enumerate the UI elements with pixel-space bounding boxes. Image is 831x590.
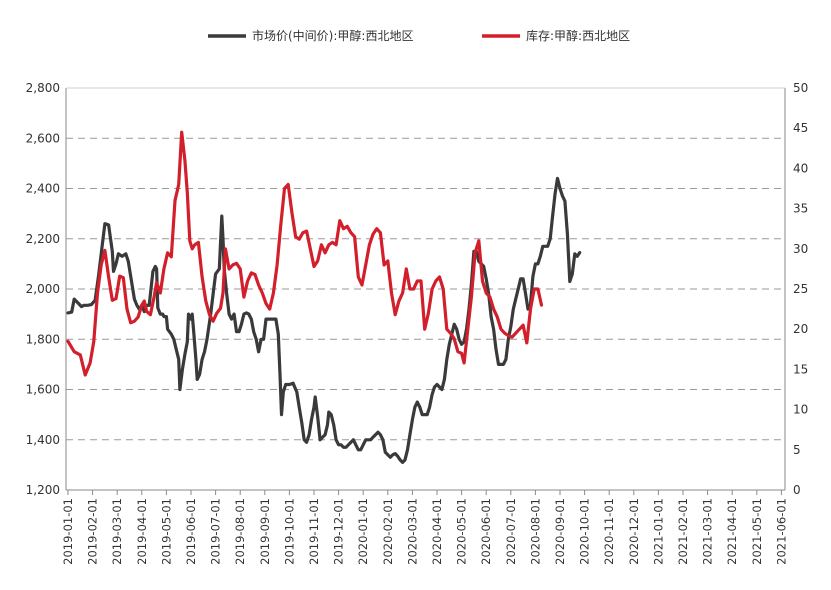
x-tick-label: 2020-06-01 (479, 498, 493, 565)
axes (65, 87, 786, 491)
y-left-tick-label: 2,600 (26, 131, 60, 145)
y-right-tick-label: 35 (793, 202, 808, 216)
x-tick-label: 2021-04-01 (725, 498, 739, 565)
y-left-tick-label: 1,200 (26, 483, 60, 497)
y-right-tick-label: 20 (793, 322, 808, 336)
y-left-tick-label: 1,600 (26, 383, 60, 397)
x-tick-label: 2019-10-01 (282, 498, 296, 565)
y-right-tick-label: 30 (793, 242, 808, 256)
y-right-tick-label: 15 (793, 362, 808, 376)
y-left-tick-label: 2,000 (26, 282, 60, 296)
x-tick-label: 2019-01-01 (61, 498, 75, 565)
y-left-tick-label: 1,400 (26, 433, 60, 447)
x-tick-label: 2019-11-01 (307, 498, 321, 565)
x-tick-label: 2019-07-01 (209, 498, 223, 565)
y-axis-right: 0 5 10 15 20 25 30 35 40 45 50 (793, 81, 808, 497)
x-axis: 2019-01-01 2019-02-01 2019-03-01 2019-04-01… (61, 490, 788, 565)
x-tick-label: 2019-04-01 (135, 498, 149, 565)
y-right-tick-label: 25 (793, 282, 808, 296)
x-tick-label: 2021-05-01 (750, 498, 764, 565)
y-left-tick-label: 2,200 (26, 232, 60, 246)
x-tick-label: 2020-09-01 (553, 498, 567, 565)
gridlines (66, 137, 785, 441)
legend: 市场价(中间价):甲醇:西北地区 库存:甲醇:西北地区 (208, 28, 630, 43)
x-tick-label: 2020-11-01 (602, 498, 616, 565)
x-tick-label: 2021-06-01 (774, 498, 788, 565)
x-tick-label: 2019-12-01 (332, 498, 346, 565)
x-tick-label: 2019-02-01 (86, 498, 100, 565)
x-tick-label: 2019-06-01 (184, 498, 198, 565)
legend-label-price: 市场价(中间价):甲醇:西北地区 (252, 28, 413, 43)
y-right-tick-label: 45 (793, 121, 808, 135)
x-tick-label: 2021-01-01 (651, 498, 665, 565)
x-tick-label: 2019-03-01 (110, 498, 124, 565)
y-left-tick-label: 1,800 (26, 332, 60, 346)
y-right-tick-label: 40 (793, 161, 808, 175)
x-tick-label: 2020-02-01 (381, 498, 395, 565)
series-line-inventory (66, 130, 544, 377)
series-lines (66, 130, 582, 464)
x-tick-label: 2020-03-01 (405, 498, 419, 565)
x-tick-label: 2019-08-01 (233, 498, 247, 565)
x-tick-label: 2020-01-01 (356, 498, 370, 565)
x-tick-label: 2020-05-01 (455, 498, 469, 565)
legend-label-inventory: 库存:甲醇:西北地区 (526, 28, 630, 43)
y-left-tick-label: 2,400 (26, 182, 60, 196)
x-tick-label: 2021-02-01 (676, 498, 690, 565)
x-tick-label: 2020-08-01 (528, 498, 542, 565)
x-tick-label: 2019-05-01 (159, 498, 173, 565)
x-tick-label: 2020-10-01 (578, 498, 592, 565)
series-line-price (66, 176, 582, 464)
x-tick-label: 2020-04-01 (430, 498, 444, 565)
y-right-tick-label: 5 (793, 443, 801, 457)
x-tick-label: 2020-12-01 (627, 498, 641, 565)
y-right-tick-label: 10 (793, 403, 808, 417)
y-right-tick-label: 0 (793, 483, 801, 497)
y-left-tick-label: 2,800 (26, 81, 60, 95)
x-tick-label: 2021-03-01 (701, 498, 715, 565)
y-right-tick-label: 50 (793, 81, 808, 95)
x-tick-label: 2019-09-01 (258, 498, 272, 565)
y-axis-left: 1,200 1,400 1,600 1,800 2,000 2,200 2,400 2,600… (26, 81, 60, 497)
x-tick-label: 2020-07-01 (504, 498, 518, 565)
